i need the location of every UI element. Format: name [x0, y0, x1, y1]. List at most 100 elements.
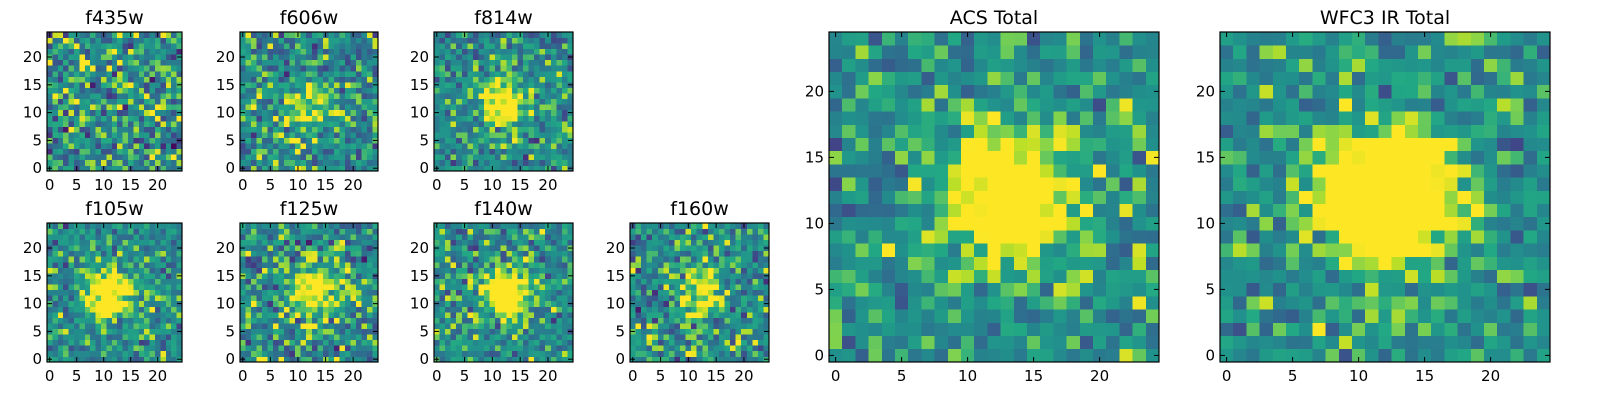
y-tick-label: 20: [216, 239, 235, 257]
heatmap-cell: [556, 143, 562, 149]
heatmap-cell: [58, 329, 64, 335]
heatmap-cell: [257, 234, 263, 240]
heatmap-cell: [1014, 164, 1028, 178]
heatmap-cell: [117, 262, 123, 268]
heatmap-cell: [658, 284, 664, 290]
heatmap-cell: [961, 217, 975, 231]
heatmap-cell: [328, 88, 334, 94]
heatmap-cell: [139, 60, 145, 66]
heatmap-cell: [719, 318, 725, 324]
heatmap-cell: [562, 279, 568, 285]
heatmap-cell: [523, 154, 529, 160]
heatmap-cell: [534, 110, 540, 116]
heatmap-cell: [246, 138, 252, 144]
heatmap-cell: [367, 284, 373, 290]
heatmap-cell: [467, 306, 473, 312]
heatmap-cell: [106, 38, 112, 44]
heatmap-cell: [529, 154, 535, 160]
heatmap-cell: [317, 345, 323, 351]
heatmap-cell: [257, 223, 263, 229]
heatmap-cell: [117, 149, 123, 155]
heatmap-cell: [434, 334, 440, 340]
heatmap-cell: [52, 323, 58, 329]
heatmap-cell: [171, 284, 177, 290]
heatmap-cell: [251, 43, 257, 49]
heatmap-cell: [69, 138, 75, 144]
heatmap-cell: [284, 256, 290, 262]
heatmap-cell: [79, 93, 85, 99]
heatmap-cell: [74, 110, 80, 116]
heatmap-cell: [257, 49, 263, 55]
heatmap-cell: [295, 329, 301, 335]
heatmap-cell: [290, 318, 296, 324]
heatmap-cell: [101, 229, 107, 235]
heatmap-cell: [144, 295, 150, 301]
heatmap-cell: [686, 301, 692, 307]
heatmap-cell: [155, 43, 161, 49]
heatmap-cell: [517, 340, 523, 346]
heatmap-cell: [306, 60, 312, 66]
heatmap-cell: [58, 115, 64, 121]
heatmap-cell: [462, 240, 468, 246]
x-tick-label: 0: [432, 176, 442, 194]
heatmap-cell: [445, 301, 451, 307]
heatmap-cell: [440, 132, 446, 138]
heatmap-cell: [1014, 322, 1028, 336]
heatmap-cell: [317, 65, 323, 71]
heatmap-cell: [323, 262, 329, 268]
heatmap-cell: [512, 104, 518, 110]
heatmap-cell: [246, 240, 252, 246]
heatmap-cell: [669, 262, 675, 268]
heatmap-cell: [273, 329, 279, 335]
heatmap-cell: [523, 143, 529, 149]
heatmap-cell: [306, 256, 312, 262]
heatmap-cell: [562, 138, 568, 144]
heatmap-cell: [47, 99, 53, 105]
heatmap-cell: [473, 267, 479, 273]
heatmap-cell: [284, 262, 290, 268]
heatmap-cell: [63, 127, 69, 133]
heatmap-cell: [490, 256, 496, 262]
heatmap-cell: [90, 295, 96, 301]
heatmap-cell: [356, 110, 362, 116]
heatmap-cell: [133, 323, 139, 329]
heatmap-cell: [251, 60, 257, 66]
heatmap-cell: [339, 43, 345, 49]
heatmap-cell: [451, 306, 457, 312]
heatmap-cell: [350, 262, 356, 268]
heatmap-cell: [312, 132, 318, 138]
heatmap-cell: [133, 284, 139, 290]
heatmap-cell: [562, 76, 568, 82]
heatmap-cell: [467, 127, 473, 133]
heatmap-cell: [273, 65, 279, 71]
heatmap-cell: [117, 132, 123, 138]
heatmap-cell: [545, 110, 551, 116]
heatmap-cell: [562, 149, 568, 155]
heatmap-cell: [512, 127, 518, 133]
heatmap-cell: [339, 329, 345, 335]
heatmap-cell: [534, 223, 540, 229]
heatmap-cell: [490, 312, 496, 318]
heatmap-cell: [257, 245, 263, 251]
heatmap-cell: [713, 240, 719, 246]
heatmap-cell: [128, 54, 134, 60]
heatmap-cell: [295, 149, 301, 155]
heatmap-cell: [295, 290, 301, 296]
heatmap-cell: [345, 306, 351, 312]
heatmap-cell: [478, 306, 484, 312]
heatmap-cell: [467, 54, 473, 60]
heatmap-cell: [139, 345, 145, 351]
heatmap-cell: [1106, 217, 1120, 231]
heatmap-cell: [123, 115, 129, 121]
heatmap-cell: [361, 351, 367, 357]
heatmap-cell: [144, 104, 150, 110]
heatmap-cell: [908, 256, 922, 270]
heatmap-cell: [79, 279, 85, 285]
heatmap-cell: [495, 345, 501, 351]
heatmap-cell: [462, 88, 468, 94]
heatmap-cell: [445, 234, 451, 240]
heatmap-cell: [356, 301, 362, 307]
heatmap-cell: [540, 329, 546, 335]
heatmap-cell: [96, 49, 102, 55]
heatmap-cell: [133, 49, 139, 55]
